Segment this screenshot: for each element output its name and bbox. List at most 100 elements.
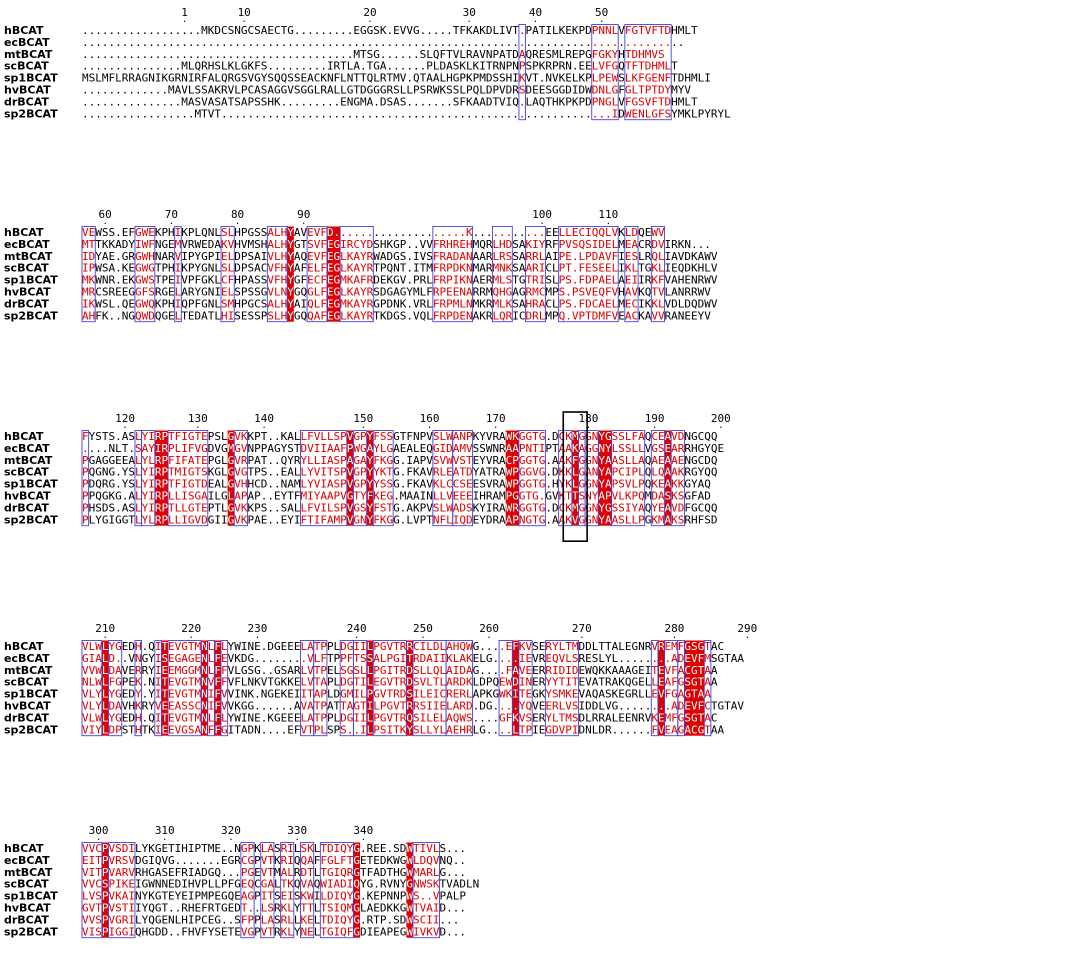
residue: N	[135, 652, 142, 665]
residue: L	[479, 652, 486, 665]
residue: S	[618, 442, 625, 455]
residue: E	[473, 652, 480, 665]
residue: .	[439, 36, 446, 49]
residue: I	[334, 902, 341, 915]
residue: .	[625, 723, 632, 736]
residue: D	[241, 652, 248, 665]
residue: H	[135, 723, 142, 736]
residue: D	[578, 723, 585, 736]
residue: P	[89, 262, 96, 275]
residue: T	[671, 60, 678, 73]
residue: N	[413, 430, 420, 443]
residue: F	[241, 913, 248, 926]
residue: .	[545, 501, 552, 514]
residue: M	[545, 309, 552, 322]
similarity-box	[558, 226, 619, 323]
residue: Q	[195, 60, 202, 73]
residue: S	[578, 490, 585, 503]
residue: E	[605, 274, 612, 287]
residue: H	[446, 238, 453, 251]
residue: P	[340, 501, 347, 514]
residue: C	[539, 286, 546, 299]
residue: G	[115, 640, 122, 653]
residue: .	[492, 226, 499, 239]
residue: K	[506, 297, 513, 310]
residue: N	[201, 664, 208, 677]
residue: G	[161, 238, 168, 251]
residue: G	[526, 454, 533, 467]
residue: .	[387, 48, 394, 61]
residue: .	[228, 842, 235, 855]
residue: P	[340, 652, 347, 665]
residue: E	[168, 274, 175, 287]
residue: L	[367, 640, 374, 653]
residue: S	[473, 442, 480, 455]
residue: .	[433, 226, 440, 239]
residue: L	[188, 60, 195, 73]
residue: V	[347, 466, 354, 479]
residue: D	[618, 107, 625, 120]
residue: N	[347, 95, 354, 108]
residue: .	[294, 60, 301, 73]
residue: F	[175, 478, 182, 491]
residue: P	[82, 454, 89, 467]
residue: M	[201, 24, 208, 37]
residue: K	[565, 513, 572, 526]
residue: K	[625, 262, 632, 275]
residue: D	[89, 250, 96, 263]
residue: E	[128, 676, 135, 689]
residue: P	[195, 842, 202, 855]
residue: N	[155, 878, 162, 891]
residue: A	[665, 676, 672, 689]
residue: Y	[281, 442, 288, 455]
residue: L	[294, 842, 301, 855]
residue: E	[453, 490, 460, 503]
residue: M	[572, 430, 579, 443]
residue: E	[327, 664, 334, 677]
residue: K	[387, 238, 394, 251]
residue: .	[108, 107, 115, 120]
residue: P	[168, 442, 175, 455]
sequence-name: drBCAT	[4, 913, 49, 926]
residue: S	[254, 226, 261, 239]
residue: C	[592, 297, 599, 310]
residue: .	[526, 107, 533, 120]
residue: R	[281, 854, 288, 867]
sequence-name: scBCAT	[4, 878, 49, 891]
residue: P	[82, 478, 89, 491]
residue: V	[181, 84, 188, 97]
residue: .	[175, 854, 182, 867]
residue: F	[214, 700, 221, 713]
residue: I	[433, 688, 440, 701]
residue: G	[228, 854, 235, 867]
residue: .	[393, 490, 400, 503]
residue: E	[148, 226, 155, 239]
residue: D	[201, 513, 208, 526]
residue: K	[671, 490, 678, 503]
residue: F	[671, 711, 678, 724]
residue: G	[300, 84, 307, 97]
residue: A	[678, 688, 685, 701]
residue: S	[135, 442, 142, 455]
residue: T	[519, 688, 526, 701]
residue: .	[334, 36, 341, 49]
residue: S	[665, 107, 672, 120]
residue: C	[506, 454, 513, 467]
residue: S	[214, 60, 221, 73]
residue: .	[413, 95, 420, 108]
residue: S	[426, 878, 433, 891]
residue: R	[128, 250, 135, 263]
residue: A	[625, 286, 632, 299]
residue: I	[320, 478, 327, 491]
residue: L	[459, 84, 466, 97]
residue: R	[188, 286, 195, 299]
residue: .	[108, 36, 115, 49]
residue: I	[128, 890, 135, 903]
residue: G	[347, 676, 354, 689]
residue: .	[168, 24, 175, 37]
residue: E	[638, 676, 645, 689]
residue: Y	[228, 640, 235, 653]
